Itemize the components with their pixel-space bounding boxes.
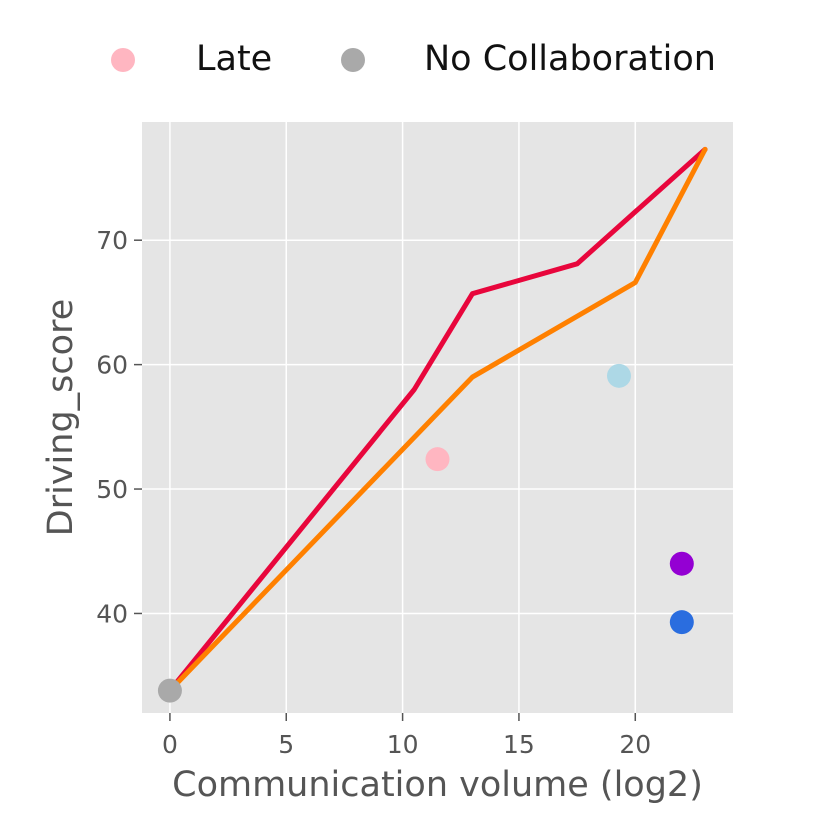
grid [142, 122, 733, 713]
series-line [167, 146, 708, 694]
x-tick-label: 15 [503, 730, 535, 759]
legend: Late No Collaboration [111, 39, 716, 79]
y-tick-label: 60 [96, 351, 128, 380]
data-point [669, 551, 694, 576]
x-tick-label: 0 [162, 730, 178, 759]
legend-label: Late [196, 39, 272, 79]
legend-label: No Collaboration [424, 39, 716, 79]
legend-marker [111, 48, 135, 72]
x-axis-label: Communication volume (log2) [172, 765, 703, 805]
data-point [157, 678, 182, 703]
data-point [606, 363, 631, 388]
y-tick-label: 50 [96, 475, 128, 504]
x-axis-ticks: 0 5 10 15 20 [162, 713, 651, 759]
series-line [167, 146, 708, 694]
y-axis-ticks: 40 50 60 70 [96, 226, 142, 628]
x-tick-label: 10 [387, 730, 419, 759]
data-points [157, 363, 694, 703]
data-point [425, 447, 450, 472]
x-tick-label: 20 [619, 730, 651, 759]
data-point [669, 610, 694, 635]
x-tick-label: 5 [278, 730, 294, 759]
legend-marker [341, 48, 365, 72]
y-axis-label: Driving_score [41, 299, 81, 536]
y-tick-label: 70 [96, 226, 128, 255]
y-tick-label: 40 [96, 599, 128, 628]
series-lines [167, 146, 708, 694]
